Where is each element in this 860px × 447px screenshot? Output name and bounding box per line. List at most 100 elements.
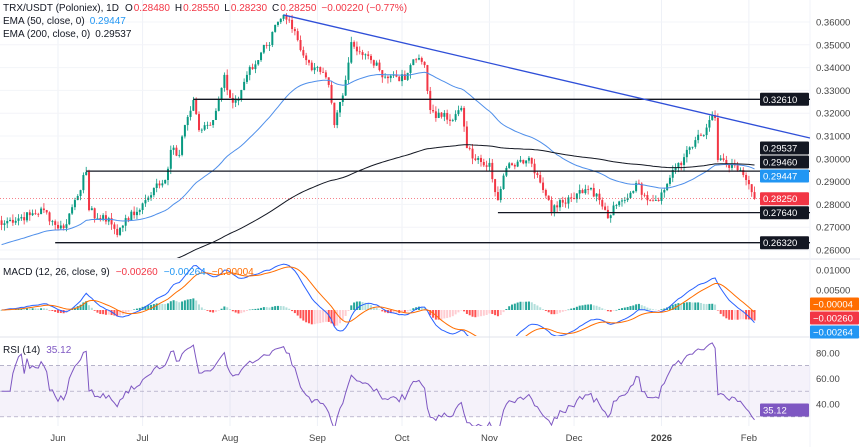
candle[interactable] (90, 206, 93, 211)
candle[interactable] (618, 200, 621, 207)
candle[interactable] (375, 60, 378, 67)
candle[interactable] (296, 28, 299, 42)
candle[interactable] (584, 184, 587, 195)
candle[interactable] (291, 14, 294, 33)
candle[interactable] (457, 105, 460, 117)
candle[interactable] (454, 110, 457, 122)
candle[interactable] (587, 185, 590, 195)
rsi-label[interactable]: RSI (14) (3, 345, 40, 356)
candle[interactable] (223, 72, 226, 92)
candle[interactable] (488, 158, 491, 172)
candle[interactable] (361, 49, 364, 60)
candle[interactable] (553, 204, 556, 217)
candle[interactable] (226, 69, 229, 96)
candle[interactable] (234, 95, 237, 108)
candle[interactable] (206, 121, 209, 129)
candle[interactable] (750, 184, 753, 197)
ema50-label[interactable]: EMA (50, close, 0) (3, 16, 85, 27)
candle[interactable] (319, 66, 322, 75)
candle[interactable] (558, 198, 561, 212)
candle[interactable] (116, 224, 119, 238)
candle[interactable] (702, 134, 705, 137)
candle[interactable] (186, 114, 189, 131)
candle[interactable] (370, 53, 373, 64)
candle[interactable] (251, 63, 254, 70)
candle[interactable] (660, 189, 663, 205)
candle[interactable] (330, 80, 333, 105)
candle[interactable] (417, 54, 420, 61)
candle[interactable] (745, 172, 748, 186)
candle[interactable] (657, 197, 660, 202)
candle[interactable] (609, 214, 612, 223)
candle[interactable] (511, 162, 514, 166)
candle[interactable] (556, 201, 559, 213)
candle[interactable] (477, 155, 480, 164)
candle[interactable] (434, 106, 437, 122)
candle[interactable] (747, 175, 750, 190)
candle[interactable] (711, 111, 714, 121)
candle[interactable] (364, 53, 367, 60)
candle[interactable] (68, 213, 71, 226)
candle[interactable] (158, 180, 161, 189)
candle[interactable] (51, 219, 54, 226)
candle[interactable] (525, 160, 528, 167)
candle[interactable] (598, 189, 601, 205)
candle[interactable] (268, 42, 271, 51)
candle[interactable] (302, 46, 305, 58)
candle[interactable] (99, 214, 102, 222)
candle[interactable] (395, 70, 398, 78)
candle[interactable] (322, 67, 325, 73)
candle[interactable] (544, 188, 547, 199)
candle[interactable] (581, 188, 584, 194)
candle[interactable] (632, 190, 635, 194)
candle[interactable] (635, 180, 638, 193)
candle[interactable] (437, 108, 440, 119)
candle[interactable] (736, 161, 739, 172)
candle[interactable] (93, 207, 96, 223)
candle[interactable] (398, 75, 401, 82)
candle[interactable] (243, 78, 246, 91)
candle[interactable] (107, 216, 110, 226)
candle[interactable] (629, 191, 632, 199)
candle[interactable] (358, 46, 361, 55)
candle[interactable] (3, 220, 6, 231)
candle[interactable] (262, 44, 265, 55)
candle[interactable] (150, 191, 153, 201)
candle[interactable] (28, 209, 31, 221)
candle[interactable] (409, 63, 412, 79)
candle[interactable] (463, 106, 466, 132)
candle[interactable] (257, 59, 260, 66)
candle[interactable] (195, 97, 198, 115)
candle[interactable] (685, 146, 688, 163)
candle[interactable] (415, 58, 418, 63)
candle[interactable] (324, 70, 327, 79)
candle[interactable] (494, 178, 497, 197)
candle[interactable] (426, 64, 429, 95)
candle[interactable] (71, 204, 74, 215)
candle[interactable] (11, 214, 14, 226)
candle[interactable] (178, 149, 181, 158)
candle[interactable] (316, 65, 319, 72)
candle[interactable] (245, 71, 248, 85)
candle[interactable] (513, 163, 516, 170)
candle[interactable] (482, 158, 485, 168)
price-pane[interactable] (0, 13, 810, 304)
candle[interactable] (589, 187, 592, 191)
candle[interactable] (231, 93, 234, 109)
candle[interactable] (753, 186, 756, 200)
candle[interactable] (276, 21, 279, 27)
candle[interactable] (716, 113, 719, 163)
candle[interactable] (443, 110, 446, 122)
candle[interactable] (76, 194, 79, 201)
candle[interactable] (102, 213, 105, 222)
candle[interactable] (20, 214, 23, 221)
candle[interactable] (133, 206, 136, 219)
candle[interactable] (448, 114, 451, 126)
candle[interactable] (474, 154, 477, 162)
candle[interactable] (530, 157, 533, 168)
candle[interactable] (333, 102, 336, 128)
candle[interactable] (663, 187, 666, 198)
candle[interactable] (138, 208, 141, 216)
candle[interactable] (386, 75, 389, 84)
candle[interactable] (465, 121, 468, 149)
